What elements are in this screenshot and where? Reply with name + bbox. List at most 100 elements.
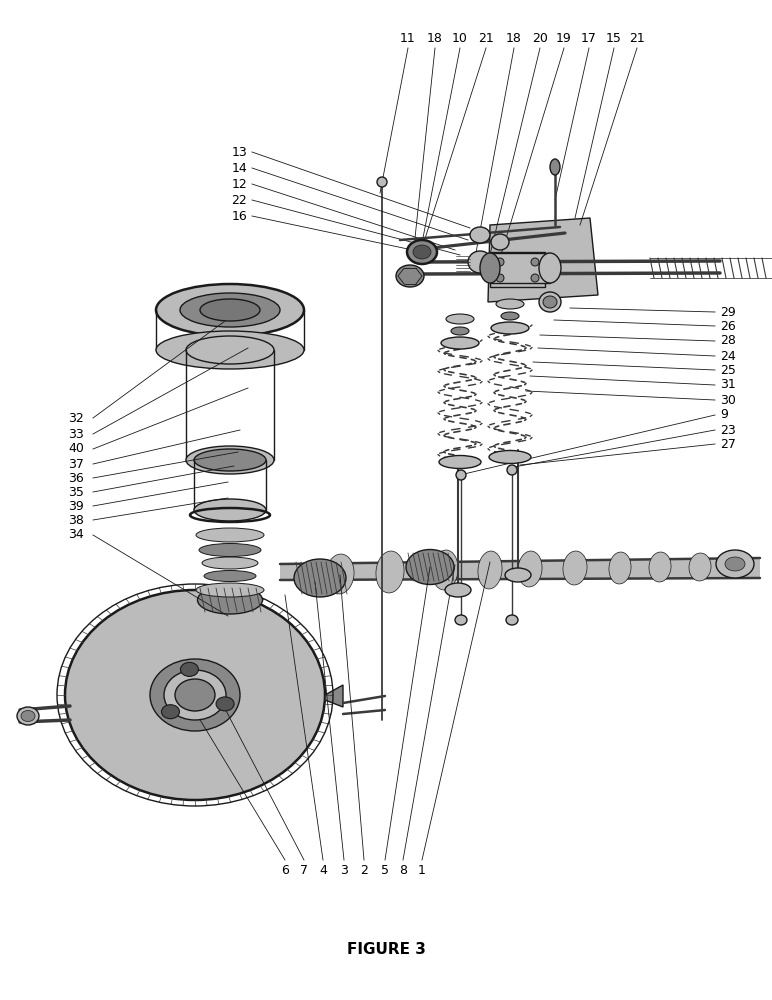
Text: 28: 28 — [720, 334, 736, 348]
Text: 33: 33 — [68, 428, 83, 440]
Ellipse shape — [198, 586, 262, 614]
Text: 12: 12 — [232, 178, 247, 190]
Text: 14: 14 — [232, 161, 247, 174]
Ellipse shape — [531, 274, 539, 282]
Ellipse shape — [501, 312, 519, 320]
Ellipse shape — [196, 528, 264, 542]
Text: 17: 17 — [581, 31, 597, 44]
Ellipse shape — [175, 679, 215, 711]
Ellipse shape — [518, 551, 542, 587]
Ellipse shape — [439, 456, 481, 468]
Text: 38: 38 — [68, 514, 84, 526]
Ellipse shape — [725, 557, 745, 571]
Text: 35: 35 — [68, 486, 84, 498]
Ellipse shape — [563, 551, 587, 585]
Polygon shape — [280, 558, 760, 580]
Text: 36: 36 — [68, 472, 83, 485]
Ellipse shape — [531, 258, 539, 266]
Text: 8: 8 — [399, 863, 407, 876]
Text: 23: 23 — [720, 424, 736, 436]
Ellipse shape — [194, 499, 266, 521]
Text: 39: 39 — [68, 499, 83, 512]
Ellipse shape — [491, 234, 509, 250]
Ellipse shape — [468, 251, 492, 273]
Ellipse shape — [21, 710, 35, 722]
Ellipse shape — [480, 253, 500, 283]
Text: 10: 10 — [452, 31, 468, 44]
Text: 4: 4 — [319, 863, 327, 876]
Text: 21: 21 — [478, 31, 494, 44]
Text: 34: 34 — [68, 528, 83, 542]
Ellipse shape — [446, 314, 474, 324]
Bar — [490, 253, 550, 283]
Ellipse shape — [216, 697, 234, 711]
Text: 16: 16 — [232, 210, 247, 223]
Bar — [490, 252, 545, 287]
Text: 6: 6 — [281, 863, 289, 876]
Ellipse shape — [186, 446, 274, 474]
Text: 32: 32 — [68, 412, 83, 424]
Ellipse shape — [539, 253, 561, 283]
Ellipse shape — [491, 322, 529, 334]
Ellipse shape — [543, 296, 557, 308]
Ellipse shape — [505, 568, 531, 582]
Text: 40: 40 — [68, 442, 84, 456]
Ellipse shape — [181, 662, 198, 676]
Text: 9: 9 — [720, 408, 728, 422]
Text: 11: 11 — [400, 31, 416, 44]
Ellipse shape — [396, 265, 424, 287]
Ellipse shape — [200, 299, 260, 321]
Ellipse shape — [156, 331, 304, 369]
Ellipse shape — [194, 449, 266, 471]
Text: 29: 29 — [720, 306, 736, 318]
Text: 3: 3 — [340, 863, 348, 876]
Ellipse shape — [478, 551, 502, 589]
Text: 18: 18 — [427, 31, 443, 44]
Ellipse shape — [609, 552, 631, 584]
Ellipse shape — [432, 550, 458, 590]
Polygon shape — [325, 685, 343, 707]
Text: 21: 21 — [629, 31, 645, 44]
Ellipse shape — [376, 551, 404, 593]
Ellipse shape — [470, 227, 490, 243]
Ellipse shape — [550, 159, 560, 175]
Ellipse shape — [150, 659, 240, 731]
Ellipse shape — [441, 337, 479, 349]
Text: 18: 18 — [506, 31, 522, 44]
Text: 1: 1 — [418, 863, 426, 876]
Text: 20: 20 — [532, 31, 548, 44]
Ellipse shape — [496, 258, 504, 266]
Ellipse shape — [489, 450, 531, 464]
Ellipse shape — [186, 336, 274, 364]
Ellipse shape — [17, 707, 39, 725]
Text: 2: 2 — [360, 863, 368, 876]
Text: 31: 31 — [720, 378, 736, 391]
Ellipse shape — [456, 470, 466, 480]
Polygon shape — [488, 218, 598, 302]
Text: 27: 27 — [720, 438, 736, 450]
Ellipse shape — [407, 240, 437, 264]
Ellipse shape — [413, 245, 431, 259]
Ellipse shape — [180, 293, 280, 327]
Ellipse shape — [496, 274, 504, 282]
Ellipse shape — [451, 327, 469, 335]
Ellipse shape — [455, 615, 467, 625]
Ellipse shape — [445, 583, 471, 597]
Ellipse shape — [377, 177, 387, 187]
Ellipse shape — [326, 554, 354, 594]
Text: FIGURE 3: FIGURE 3 — [347, 942, 425, 958]
Text: 22: 22 — [232, 194, 247, 207]
Ellipse shape — [716, 550, 754, 578]
Ellipse shape — [202, 557, 258, 569]
Ellipse shape — [196, 583, 264, 597]
Ellipse shape — [294, 559, 346, 597]
Text: 30: 30 — [720, 393, 736, 406]
Ellipse shape — [65, 590, 325, 800]
Ellipse shape — [507, 465, 517, 475]
Ellipse shape — [689, 553, 711, 581]
Ellipse shape — [539, 292, 561, 312]
Ellipse shape — [506, 615, 518, 625]
Text: 24: 24 — [720, 350, 736, 362]
Ellipse shape — [164, 670, 226, 720]
Ellipse shape — [406, 550, 454, 584]
